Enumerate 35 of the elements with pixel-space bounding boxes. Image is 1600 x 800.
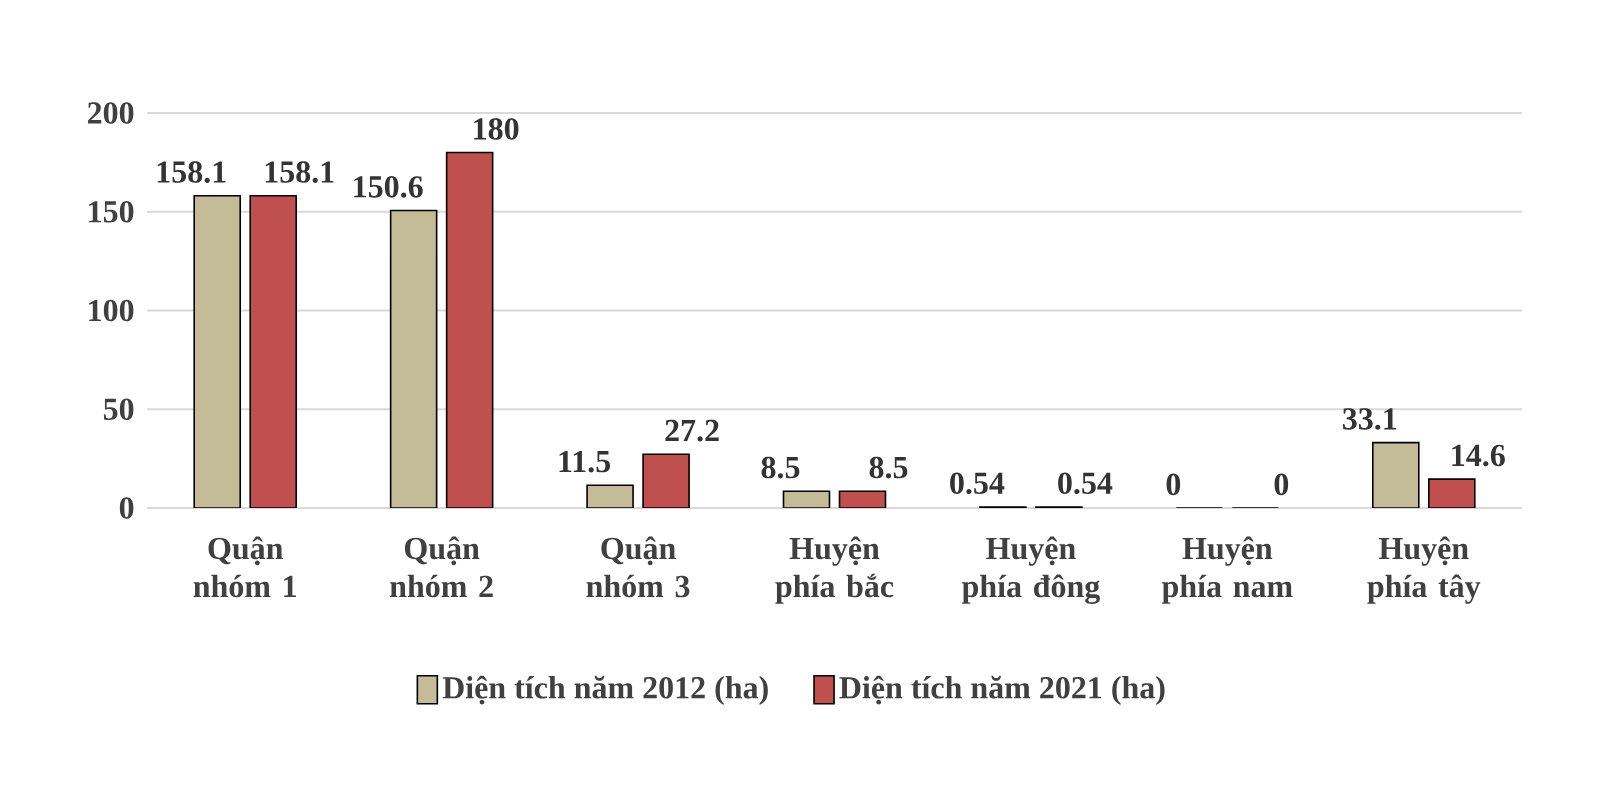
data-label: 8.5 [761,456,800,479]
data-label: 150.6 [354,176,423,198]
x-tick-label: Huyện phía bắc [775,536,894,604]
bar [249,194,298,508]
data-label: 0 [1274,473,1289,496]
x-tick-label: Huyện phía đông [961,536,1100,605]
y-tick-label: 100 [89,299,134,322]
bar [193,194,242,508]
x-tick-label: Quận nhóm 2 [390,536,493,598]
data-label: 14.6 [1452,444,1505,467]
data-label: 0.54 [950,472,1005,495]
data-label: 158.1 [157,161,226,183]
data-label: 11.5 [559,450,611,473]
x-tick-label: Huyện phía nam [1161,536,1293,604]
data-label: 8.5 [869,456,908,479]
legend-label: Diện tích năm 2012 (ha) [442,675,768,706]
data-label: 27.2 [665,419,719,442]
y-tick-label: 0 [119,497,134,519]
y-tick-label: 50 [103,398,134,421]
y-tick-label: 150 [89,200,134,223]
bar [445,151,494,508]
x-tick-label: Quận nhóm 3 [586,536,690,598]
data-label: 158.1 [265,161,334,183]
y-tick-label: 200 [87,102,134,124]
data-label: 0.54 [1058,472,1113,495]
bar [642,453,690,508]
legend-label: Diện tích năm 2021 (ha) [839,675,1165,706]
bar [1371,441,1420,508]
data-label: 180 [474,118,519,140]
x-tick-label: Quận nhóm 1 [193,536,296,598]
bar [389,209,438,508]
bar [1427,478,1476,508]
x-tick-label: Huyện phía tây [1367,536,1481,604]
data-label: 0 [1166,473,1181,496]
data-label: 33.1 [1342,408,1397,430]
